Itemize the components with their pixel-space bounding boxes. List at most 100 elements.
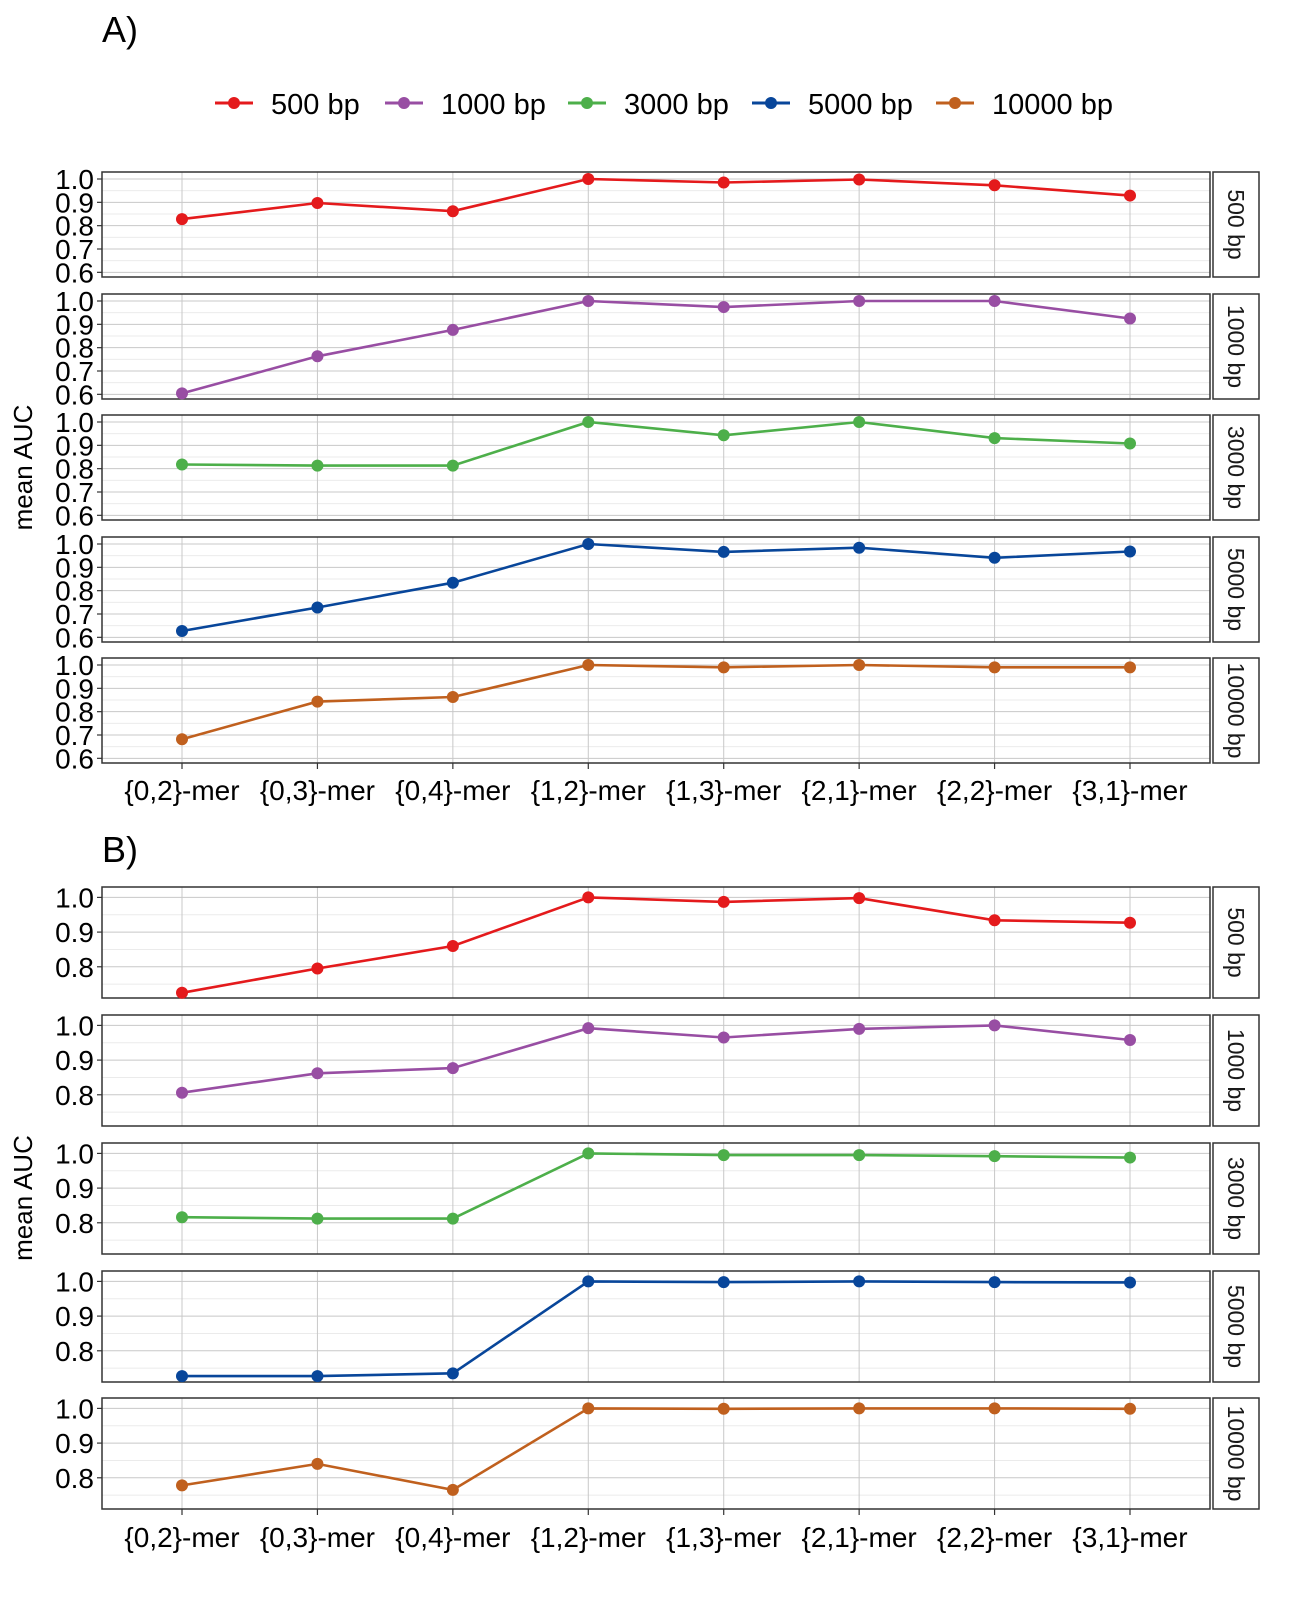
y-tick-label: 1.0 — [55, 882, 94, 913]
facet-strip: 5000 bp — [1212, 536, 1260, 643]
facet-panel: 0.8 0.9 1.0 500 bp — [55, 882, 1260, 999]
facet-strip: 500 bp — [1212, 171, 1260, 278]
facet-strip: 5000 bp — [1212, 1270, 1260, 1383]
y-tick-label: 1.0 — [55, 1010, 94, 1041]
data-point — [311, 695, 324, 708]
data-point — [311, 601, 324, 614]
data-point — [176, 213, 188, 226]
y-tick-label: 0.9 — [55, 1173, 94, 1204]
legend-label: 1000 bp — [441, 89, 546, 121]
x-tick-label: {0,3}-mer — [260, 775, 375, 806]
y-tick-label: 0.6 — [55, 379, 94, 410]
y-tick-label: 0.7 — [55, 477, 94, 508]
facet-panel: 0.60.70.80.91.0 1000 bp — [55, 286, 1260, 410]
panel-background — [102, 537, 1210, 642]
y-tick-label: 0.9 — [55, 1045, 94, 1076]
data-point — [717, 1031, 730, 1044]
y-tick-label: 0.8 — [55, 1208, 94, 1239]
series-line — [181, 896, 1131, 995]
facet-strip-label: 500 bp — [1223, 907, 1249, 977]
data-point — [988, 551, 1001, 564]
y-tick-label: 1.0 — [55, 1138, 94, 1169]
panel-border — [101, 886, 1211, 999]
data-point — [176, 1086, 188, 1099]
y-tick-label: 0.8 — [55, 952, 94, 983]
x-tick-label: {2,2}-mer — [937, 775, 1052, 806]
series-line — [181, 1024, 1131, 1094]
facet-strip-box — [1212, 171, 1260, 278]
data-point — [176, 387, 188, 400]
facet-strip-box — [1212, 414, 1260, 521]
x-tick-label: {1,2}-mer — [531, 1522, 646, 1553]
y-axis-label: mean AUC — [8, 1135, 38, 1261]
data-point — [853, 173, 866, 186]
y-tick-label: 0.9 — [55, 917, 94, 948]
data-point — [988, 1150, 1001, 1163]
data-point — [988, 1019, 1001, 1032]
data-point — [582, 1022, 595, 1035]
panel-background — [102, 1143, 1210, 1254]
data-point — [717, 429, 730, 442]
data-point — [1124, 1033, 1136, 1046]
facet-strip-label: 500 bp — [1223, 189, 1249, 259]
data-point — [582, 1147, 595, 1160]
legend-key-point — [398, 97, 410, 109]
x-tick-label: {2,2}-mer — [937, 1522, 1052, 1553]
legend-item: 1000 bp — [385, 89, 546, 121]
facet-strip-box — [1212, 657, 1260, 764]
facet-strip: 1000 bp — [1212, 293, 1260, 400]
facet-panel: 0.8 0.9 1.0 5000 bp — [55, 1266, 1260, 1383]
x-tick-label: {0,4}-mer — [395, 775, 510, 806]
data-point — [1124, 916, 1136, 929]
data-point — [1124, 312, 1136, 325]
legend-item: 3000 bp — [568, 89, 729, 121]
data-point — [582, 173, 595, 185]
y-tick-label: 1.0 — [55, 1266, 94, 1297]
data-point — [582, 1402, 595, 1415]
legend-key-point — [949, 97, 961, 109]
data-point — [988, 661, 1001, 674]
data-point — [582, 538, 595, 550]
data-point — [717, 1402, 730, 1415]
data-point — [1124, 1276, 1136, 1289]
x-tick-label: {2,1}-mer — [802, 1522, 917, 1553]
y-tick-label: 0.9 — [55, 1428, 94, 1459]
data-point — [311, 1067, 324, 1080]
data-point — [853, 1402, 866, 1415]
panel-border — [101, 171, 1211, 278]
facet-panel: 0.60.70.80.91.0 10000 bp — [55, 650, 1260, 774]
data-point — [717, 301, 730, 314]
facet-strip-label: 5000 bp — [1223, 1285, 1249, 1368]
x-tick-label: {0,2}-mer — [124, 775, 239, 806]
x-tick-label: {2,1}-mer — [802, 775, 917, 806]
y-tick-label: 0.8 — [55, 576, 94, 607]
facet-strip-label: 10000 bp — [1223, 663, 1249, 759]
series-line — [182, 1280, 1131, 1378]
panel-background — [102, 294, 1210, 399]
legend-item: 500 bp — [215, 89, 360, 121]
data-point — [582, 416, 595, 428]
y-tick-label: 0.9 — [55, 309, 94, 340]
data-point — [176, 733, 188, 746]
data-point — [853, 659, 866, 671]
facet-strip-label: 1000 bp — [1223, 1029, 1249, 1112]
panel-border — [101, 293, 1211, 400]
data-point — [446, 576, 459, 589]
y-tick-label: 0.7 — [55, 599, 94, 630]
data-point — [717, 895, 730, 908]
data-point — [988, 432, 1001, 445]
y-tick-label: 0.6 — [55, 257, 94, 288]
data-point — [853, 1149, 866, 1162]
y-axis-label: mean AUC — [8, 405, 38, 531]
panel-border — [101, 1014, 1211, 1127]
panel-background — [102, 1271, 1210, 1382]
facet-strip-box — [1212, 1142, 1260, 1255]
facet-strip: 1000 bp — [1212, 1014, 1260, 1127]
facet-strip: 3000 bp — [1212, 1142, 1260, 1255]
data-point — [176, 1370, 188, 1383]
y-tick-label: 0.9 — [55, 552, 94, 583]
y-tick-label: 1.0 — [55, 1393, 94, 1424]
panel-border — [101, 1270, 1211, 1383]
data-point — [1124, 437, 1136, 450]
